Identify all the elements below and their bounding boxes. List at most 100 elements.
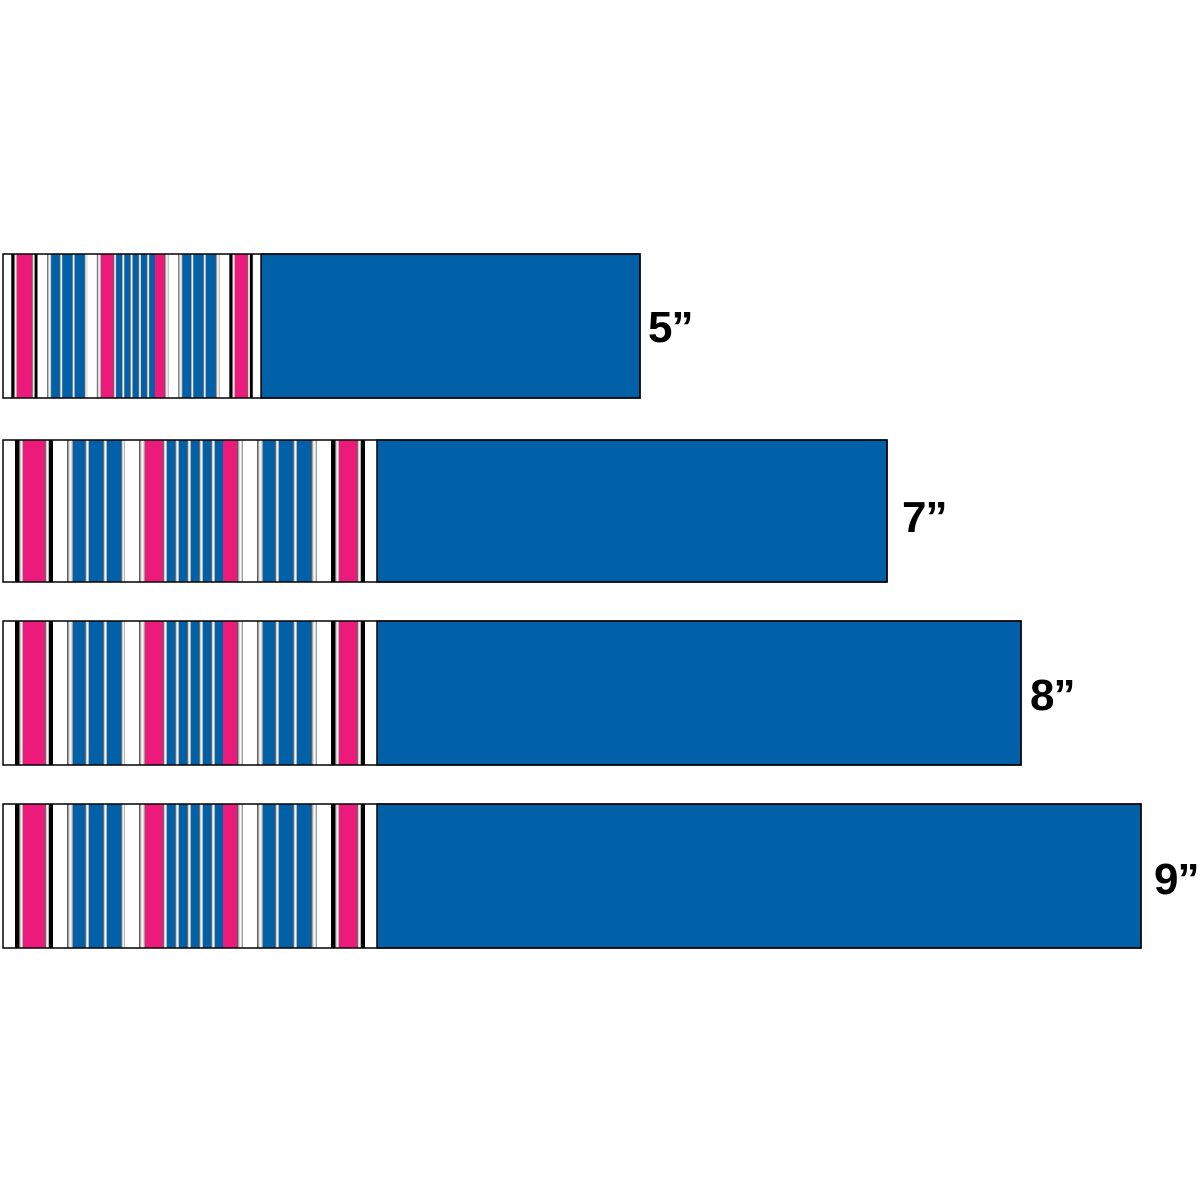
stripe-pink <box>23 804 45 948</box>
stripe-blue <box>215 440 223 582</box>
stripe-pink <box>145 440 163 582</box>
stripe-black <box>229 254 232 398</box>
stripe-white <box>53 621 67 765</box>
stripe-metal <box>211 440 215 582</box>
stripe-metal <box>139 440 145 582</box>
stripe-metal <box>175 621 179 765</box>
stripe-white <box>53 440 67 582</box>
stripe-blue <box>89 621 103 765</box>
stripe-metal <box>199 621 203 765</box>
stripe-white <box>87 254 97 398</box>
stripe-pink <box>155 254 165 398</box>
stripe-metal <box>45 440 49 582</box>
stripe-pink <box>339 440 357 582</box>
stripe-metal <box>175 804 179 948</box>
stripe-metal <box>103 440 107 582</box>
stripe-blue <box>297 440 311 582</box>
stripe-black <box>15 440 19 582</box>
stripe-black <box>49 804 53 948</box>
stripe-black <box>49 621 53 765</box>
stripe-blue <box>263 621 275 765</box>
stripe-metal <box>60 254 63 398</box>
stripe-white <box>253 254 262 398</box>
stripe-white <box>365 621 377 765</box>
stripe-metal <box>335 621 339 765</box>
stripe-metal <box>357 804 361 948</box>
stripe-blue <box>215 804 223 948</box>
stripe-black <box>361 804 365 948</box>
stripe-blue <box>193 254 203 398</box>
stripe-pink <box>145 804 163 948</box>
stripe-metal <box>14 254 17 398</box>
stripe-white <box>365 440 377 582</box>
strip-label-9: 9” <box>1154 858 1198 902</box>
stripe-metal <box>293 804 297 948</box>
stripe-metal <box>103 804 107 948</box>
stripe-blue <box>62 254 72 398</box>
strip-8in <box>3 621 1021 765</box>
stripe-blue <box>206 254 216 398</box>
stripe-metal <box>47 254 52 398</box>
stripe-blue <box>141 254 147 398</box>
stripe-metal <box>232 254 235 398</box>
stripe-metal <box>275 440 279 582</box>
stripe-metal <box>45 804 49 948</box>
stripe-white <box>220 254 230 398</box>
stripe-black <box>35 254 38 398</box>
stripe-blue <box>107 804 121 948</box>
stripe-metal <box>122 254 125 398</box>
stripe-black <box>15 621 19 765</box>
stripe-metal <box>257 621 263 765</box>
stripe-blue <box>191 440 199 582</box>
stripe-metal <box>216 254 221 398</box>
stripe-metal <box>84 254 87 398</box>
stripe-metal <box>164 254 169 398</box>
strip-label-5: 5” <box>648 306 692 350</box>
stripe-black <box>15 804 19 948</box>
stripe-blue <box>203 621 211 765</box>
stripe-metal <box>121 621 125 765</box>
stripe-white <box>317 804 331 948</box>
stripe-white <box>53 804 67 948</box>
stripe-blue <box>297 621 311 765</box>
stripe-metal <box>163 621 167 765</box>
stripe-metal <box>121 804 125 948</box>
stripe-black <box>331 621 335 765</box>
stripe-blue <box>75 254 85 398</box>
stripe-metal <box>187 440 191 582</box>
stripe-blue <box>279 621 293 765</box>
stripe-blue <box>73 804 85 948</box>
stripe-pink <box>23 621 45 765</box>
stripe-metal <box>237 621 243 765</box>
stripe-metal <box>293 621 297 765</box>
stripe-metal <box>67 621 73 765</box>
stripe-metal <box>187 804 191 948</box>
stripe-metal <box>247 254 250 398</box>
stripe-metal <box>45 621 49 765</box>
stripe-blue <box>89 804 103 948</box>
stripe-metal <box>103 621 107 765</box>
stripe-pink <box>145 621 163 765</box>
stripe-metal <box>211 804 215 948</box>
stripe-metal <box>187 621 191 765</box>
stripe-blue <box>89 440 103 582</box>
stripe-blue <box>73 621 85 765</box>
stripe-metal <box>67 440 73 582</box>
stripe-black <box>11 254 14 398</box>
stripe-metal <box>257 804 263 948</box>
stripe-white <box>3 621 15 765</box>
stripe-metal <box>211 621 215 765</box>
stripe-white <box>125 621 139 765</box>
stripe-black <box>250 254 253 398</box>
stripe-blue <box>179 440 187 582</box>
stripe-metal <box>357 440 361 582</box>
stripe-blue <box>182 254 191 398</box>
stripe-blue <box>167 804 175 948</box>
stripe-metal <box>257 440 263 582</box>
solid-blue-section <box>377 804 1141 948</box>
stripe-blue <box>51 254 60 398</box>
stripe-pink <box>23 440 45 582</box>
stripe-blue <box>263 440 275 582</box>
stripe-metal <box>311 804 317 948</box>
stripe-metal <box>237 804 243 948</box>
